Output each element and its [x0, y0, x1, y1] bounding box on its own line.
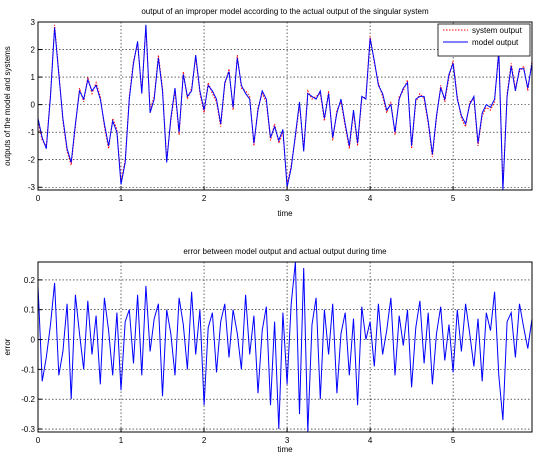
- y-tick-label: -1: [28, 128, 36, 137]
- y-tick-label: 0: [31, 101, 36, 110]
- x-tick-label: 3: [285, 194, 290, 203]
- x-tick-label: 4: [368, 194, 373, 203]
- x-axis-label: time: [277, 445, 293, 454]
- x-tick-label: 2: [202, 194, 207, 203]
- x-tick-label: 0: [36, 436, 41, 445]
- x-tick-label: 4: [368, 436, 373, 445]
- axes-frame: [37, 21, 533, 191]
- y-tick-label: 0.1: [24, 306, 36, 315]
- y-tick-label: 0: [31, 336, 36, 345]
- y-tick-label: -0.2: [21, 395, 35, 404]
- series-line: [37, 24, 533, 191]
- y-axis-label: outputs of the model and systems: [3, 46, 12, 166]
- x-tick-label: 2: [202, 436, 207, 445]
- x-tick-label: 3: [285, 436, 290, 445]
- plot-bottom: 0 1 2 3 4 5 -0.3 -0.2 -0.1 0 0.1 0.2 error between m…: [3, 247, 533, 454]
- y-axis-label: error: [3, 338, 12, 355]
- legend-label: model output: [472, 38, 519, 47]
- y-tick-label: -3: [28, 183, 36, 192]
- legend-box: [437, 23, 531, 57]
- x-tick-label: 5: [451, 436, 456, 445]
- chart-title: output of an improper model according to…: [141, 7, 429, 16]
- axes-frame: [37, 261, 533, 433]
- series-line: [37, 261, 533, 433]
- x-tick-label: 1: [119, 194, 124, 203]
- chart-title: error between model output and actual ou…: [183, 247, 387, 256]
- y-tick-label: 0.2: [24, 276, 36, 285]
- y-tick-label: -0.1: [21, 365, 35, 374]
- plot-top: 0 1 2 3 4 5 -3 -2 -1 0 1 2 3 output of an improper mo…: [3, 7, 533, 218]
- y-tick-label: 2: [31, 46, 36, 55]
- x-axis-label: time: [277, 209, 293, 218]
- y-tick-label: -2: [28, 156, 36, 165]
- x-tick-label: 0: [36, 194, 41, 203]
- x-tick-label: 1: [119, 436, 124, 445]
- y-tick-label: 3: [31, 18, 36, 27]
- y-tick-label: 1: [31, 73, 36, 82]
- x-tick-label: 5: [451, 194, 456, 203]
- legend-label: system output: [472, 26, 523, 35]
- y-tick-label: -0.3: [21, 425, 35, 434]
